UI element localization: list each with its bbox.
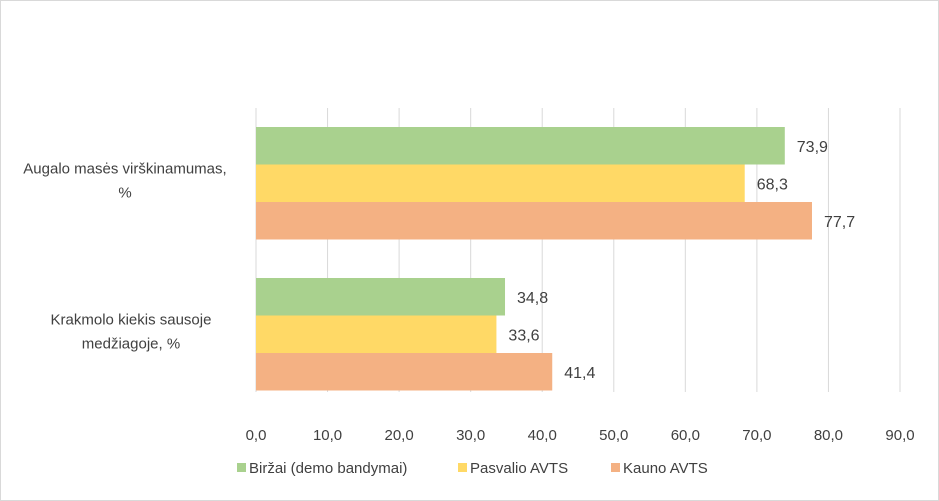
bar bbox=[256, 164, 745, 202]
x-tick-label: 30,0 bbox=[456, 427, 485, 444]
legend-label: Pasvalio AVTS bbox=[470, 460, 568, 477]
data-label: 73,9 bbox=[797, 139, 828, 156]
x-tick-label: 60,0 bbox=[671, 427, 700, 444]
legend-swatch bbox=[611, 463, 620, 472]
x-tick-label: 80,0 bbox=[814, 427, 843, 444]
data-label: 77,7 bbox=[824, 214, 855, 231]
bar bbox=[256, 202, 812, 240]
x-tick-label: 70,0 bbox=[742, 427, 771, 444]
legend-label: Biržai (demo bandymai) bbox=[249, 460, 407, 477]
bar bbox=[256, 127, 785, 165]
data-label: 33,6 bbox=[508, 327, 539, 344]
category-label-line: Augalo masės virškinamumas, bbox=[23, 160, 226, 177]
category-label-line: medžiagoje, % bbox=[82, 335, 180, 352]
data-label: 41,4 bbox=[564, 365, 595, 382]
legend-swatch bbox=[237, 463, 246, 472]
x-tick-label: 50,0 bbox=[599, 427, 628, 444]
data-label: 68,3 bbox=[757, 176, 788, 193]
bar bbox=[256, 278, 506, 316]
bar bbox=[256, 315, 497, 353]
legend-swatch bbox=[458, 463, 467, 472]
data-label: 34,8 bbox=[517, 290, 548, 307]
category-label: Augalo masės virškinamumas,% bbox=[23, 160, 226, 201]
x-tick-label: 0,0 bbox=[246, 427, 267, 444]
category-label-line: % bbox=[118, 184, 131, 201]
legend-label: Kauno AVTS bbox=[623, 460, 708, 477]
bar bbox=[256, 353, 553, 391]
category-label-line: Krakmolo kiekis sausoje bbox=[51, 311, 212, 328]
category-label: Krakmolo kiekis sausoje medžiagoje, % bbox=[51, 311, 212, 352]
x-tick-label: 40,0 bbox=[528, 427, 557, 444]
x-tick-label: 20,0 bbox=[385, 427, 414, 444]
x-tick-label: 90,0 bbox=[885, 427, 914, 444]
x-tick-label: 10,0 bbox=[313, 427, 342, 444]
